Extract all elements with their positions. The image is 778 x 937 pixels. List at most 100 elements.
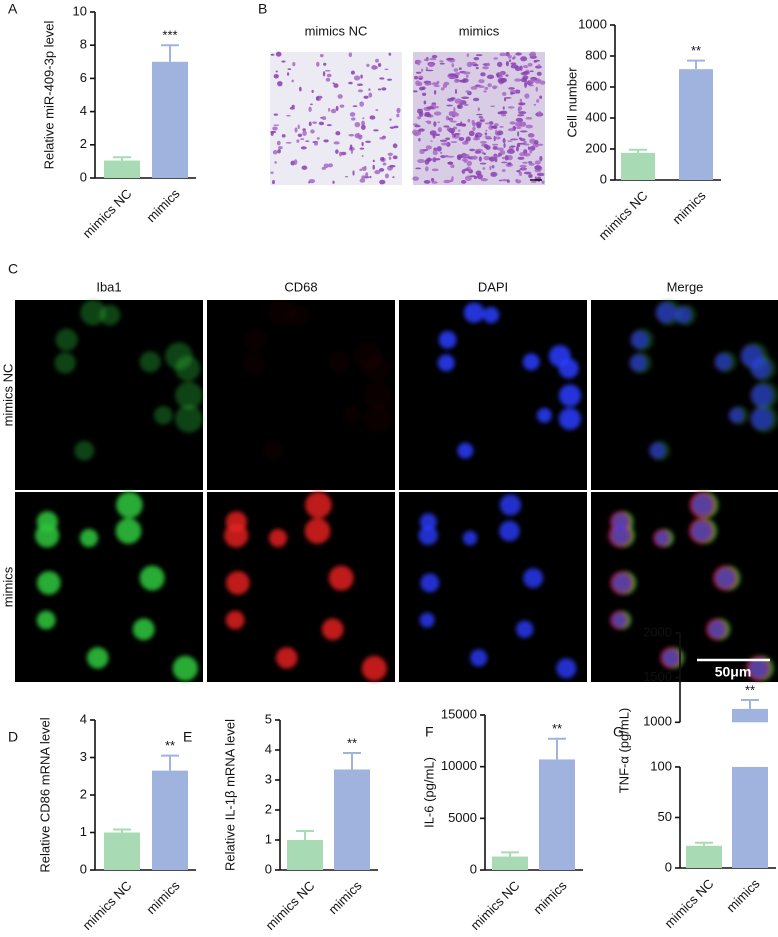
cell bbox=[503, 97, 507, 102]
y-tick-label: 15000 bbox=[441, 706, 477, 721]
cell bbox=[425, 69, 434, 72]
cell bbox=[372, 159, 375, 163]
cell bbox=[502, 106, 505, 110]
cell bbox=[466, 61, 473, 68]
cell bbox=[515, 126, 522, 129]
cell bbox=[443, 125, 450, 128]
cell bbox=[423, 100, 427, 105]
cell bbox=[475, 66, 479, 70]
cell bbox=[54, 352, 76, 374]
panel-letter: G bbox=[613, 724, 624, 740]
cell bbox=[354, 122, 361, 128]
cell bbox=[381, 157, 385, 161]
y-tick-label: 2000 bbox=[643, 624, 672, 639]
y-tick-label: 200 bbox=[585, 140, 607, 155]
row-label: mimics bbox=[0, 566, 15, 607]
significance: ** bbox=[165, 738, 175, 753]
cell bbox=[715, 568, 736, 589]
panel-letter: F bbox=[425, 724, 434, 740]
scale-bar-label: 50μm bbox=[715, 664, 752, 680]
cell bbox=[415, 71, 422, 74]
image-background bbox=[207, 300, 395, 490]
cell bbox=[499, 52, 507, 57]
cell bbox=[35, 523, 60, 548]
cell bbox=[499, 150, 506, 155]
cell bbox=[275, 51, 282, 57]
cell bbox=[349, 144, 353, 150]
cell bbox=[539, 155, 543, 162]
bar bbox=[492, 856, 528, 870]
cell bbox=[477, 133, 483, 136]
bar bbox=[621, 152, 655, 180]
cell bbox=[493, 135, 496, 142]
cell bbox=[483, 90, 487, 93]
cell bbox=[483, 156, 491, 161]
y-tick-label: 1500 bbox=[643, 669, 672, 684]
cell bbox=[359, 101, 364, 107]
cell bbox=[389, 118, 392, 121]
cell bbox=[328, 351, 350, 373]
significance: ** bbox=[691, 43, 701, 58]
cell bbox=[456, 155, 462, 161]
cell bbox=[534, 176, 537, 182]
cell bbox=[335, 131, 341, 136]
cell bbox=[430, 178, 435, 182]
cell bbox=[389, 164, 396, 168]
y-tick-label: 1 bbox=[80, 824, 87, 839]
cell bbox=[457, 129, 461, 132]
cell bbox=[305, 491, 332, 519]
cell bbox=[517, 156, 525, 160]
cell bbox=[382, 162, 387, 166]
cell bbox=[499, 520, 520, 542]
cell bbox=[480, 178, 488, 182]
fluorescence-image bbox=[591, 299, 778, 490]
cell bbox=[415, 59, 422, 65]
cell bbox=[519, 98, 523, 102]
cell bbox=[655, 302, 677, 323]
cell bbox=[533, 59, 541, 62]
cell bbox=[379, 179, 386, 185]
cell bbox=[750, 407, 773, 430]
cell bbox=[337, 94, 343, 99]
cell bbox=[534, 165, 542, 170]
cell bbox=[308, 106, 312, 112]
cell bbox=[520, 56, 528, 62]
cell bbox=[443, 81, 450, 86]
cell bbox=[484, 132, 488, 136]
cell bbox=[475, 54, 483, 57]
cell bbox=[225, 610, 245, 630]
cell bbox=[654, 530, 670, 546]
cell bbox=[482, 306, 500, 324]
cell bbox=[439, 151, 443, 154]
cell bbox=[421, 86, 426, 90]
cell bbox=[519, 171, 522, 177]
cell bbox=[493, 57, 498, 60]
cell bbox=[333, 83, 339, 88]
cell bbox=[528, 162, 535, 166]
cell bbox=[268, 528, 288, 548]
cell bbox=[291, 79, 294, 83]
cell bbox=[480, 119, 484, 122]
cell bbox=[281, 60, 286, 63]
cell bbox=[302, 128, 306, 132]
cell bbox=[750, 358, 771, 379]
image-label: mimics NC bbox=[305, 23, 368, 38]
cell bbox=[460, 180, 467, 184]
column-label: Merge bbox=[667, 279, 704, 294]
y-tick-label: 2 bbox=[80, 136, 87, 151]
cell bbox=[275, 70, 278, 73]
cell bbox=[535, 79, 541, 82]
cell bbox=[446, 104, 453, 107]
cell bbox=[453, 68, 459, 72]
cell bbox=[501, 156, 505, 160]
cell bbox=[527, 133, 535, 138]
cell bbox=[359, 168, 363, 172]
cell bbox=[294, 127, 298, 133]
cell bbox=[447, 57, 455, 61]
cell bbox=[465, 75, 469, 78]
cell bbox=[413, 75, 419, 80]
cell bbox=[536, 407, 552, 423]
fluorescence-image bbox=[15, 299, 203, 490]
cell bbox=[472, 137, 481, 141]
image-background bbox=[15, 300, 203, 490]
